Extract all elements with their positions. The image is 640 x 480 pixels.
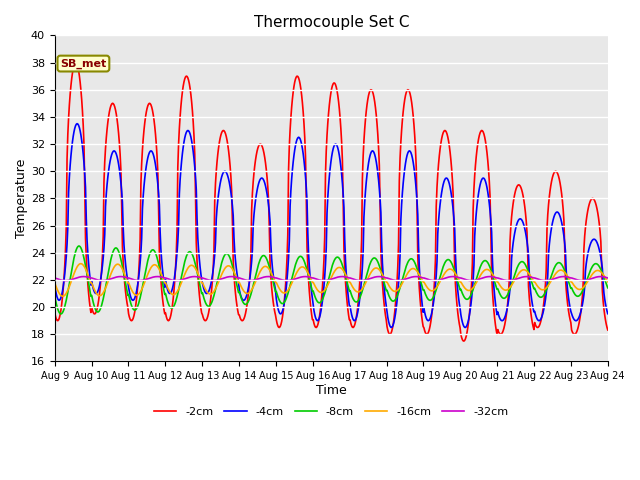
-2cm [51, 310, 59, 315]
-8cm [175, 284, 183, 289]
-2cm [204, 313, 212, 319]
-32cm [51, 275, 59, 281]
-16cm [77, 261, 84, 266]
Text: SB_met: SB_met [60, 59, 106, 69]
-32cm [80, 274, 88, 279]
Line: -32cm: -32cm [55, 276, 608, 281]
-4cm [51, 282, 59, 288]
-32cm [604, 275, 612, 281]
Line: -4cm: -4cm [55, 124, 608, 327]
-4cm [118, 200, 126, 205]
-16cm [205, 290, 212, 296]
-2cm [118, 244, 126, 250]
-32cm [120, 274, 127, 280]
-16cm [59, 293, 67, 299]
-4cm [73, 121, 81, 127]
-4cm [204, 290, 212, 296]
-2cm [399, 109, 407, 115]
-4cm [175, 223, 182, 229]
-16cm [120, 268, 127, 274]
-8cm [400, 271, 408, 276]
-4cm [461, 324, 469, 330]
-4cm [399, 180, 407, 186]
Title: Thermocouple Set C: Thermocouple Set C [253, 15, 409, 30]
-32cm [61, 278, 68, 284]
-16cm [175, 285, 183, 290]
-8cm [51, 293, 59, 299]
-2cm [61, 263, 68, 269]
-16cm [416, 273, 424, 279]
-8cm [205, 303, 212, 309]
-32cm [175, 277, 183, 283]
-32cm [205, 277, 212, 283]
Legend: -2cm, -4cm, -8cm, -16cm, -32cm: -2cm, -4cm, -8cm, -16cm, -32cm [150, 403, 513, 422]
-2cm [460, 338, 468, 344]
-16cm [400, 277, 408, 283]
-8cm [75, 243, 83, 249]
Line: -2cm: -2cm [55, 62, 608, 341]
-32cm [61, 278, 69, 284]
X-axis label: Time: Time [316, 384, 347, 397]
Line: -8cm: -8cm [55, 246, 608, 314]
-4cm [604, 311, 612, 317]
-16cm [604, 279, 612, 285]
-4cm [415, 264, 423, 270]
-2cm [72, 60, 79, 65]
-2cm [415, 286, 423, 291]
-16cm [61, 291, 69, 297]
-8cm [120, 268, 127, 274]
-2cm [604, 327, 612, 333]
-8cm [416, 276, 424, 282]
-2cm [175, 141, 182, 147]
-8cm [57, 311, 65, 317]
-8cm [61, 300, 69, 306]
Line: -16cm: -16cm [55, 264, 608, 296]
-4cm [61, 271, 68, 277]
-32cm [400, 277, 408, 283]
Y-axis label: Temperature: Temperature [15, 159, 28, 238]
-16cm [51, 280, 59, 286]
-8cm [604, 285, 612, 291]
-32cm [416, 274, 424, 280]
